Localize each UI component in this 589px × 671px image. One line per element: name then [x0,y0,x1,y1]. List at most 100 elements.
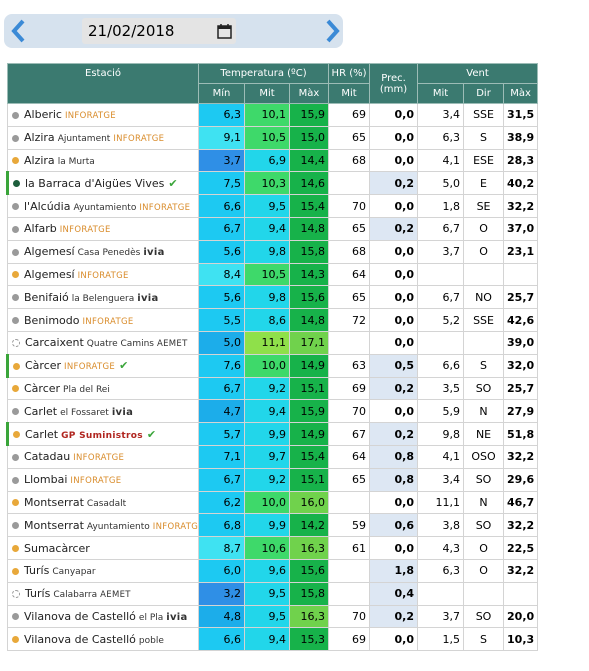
value-cell: O [463,558,505,583]
station-name: Vilanova de Castelló [24,632,136,646]
value-cell: 0,0 [369,285,419,310]
value-cell: 9,8 [417,422,465,446]
header-sub: Mit [244,83,290,104]
status-dot [12,385,19,393]
value-cell: 0,0 [369,490,419,515]
value-cell: 25,7 [503,285,539,310]
value-cell: S [463,125,505,150]
station-cell: Turís Calabarra AEMET [7,581,199,606]
value-cell: 4,1 [417,444,465,469]
station-cell: l'Alcúdia Ayuntamiento INFORATGE [7,194,199,218]
value-cell: 10,3 [503,627,539,652]
value-cell: 10,5 [244,262,290,287]
status-dot [12,613,19,621]
value-cell: 5,2 [417,308,465,332]
value-cell: 0,0 [369,330,419,355]
station-cell: Sumacàrcer [7,536,199,560]
station-row: Montserrat Casadalt 6,2 10,0 16,0 0,0 11,1 N 46,… [7,490,539,515]
value-cell: 9,4 [244,216,290,241]
station-name: Montserrat [24,495,84,509]
station-row: Carlet GP Suministros ✔ 5,7 9,9 14,9 67 0,2 9,8 N… [6,422,539,446]
value-cell: 7,5 [198,171,245,196]
station-cell: Carlet el Fossaret ivia [7,399,199,424]
station-cell: Llombai INFORATGE [7,467,199,492]
station-source: INFORATGE [64,111,116,122]
value-cell: 27,9 [503,399,539,424]
station-row: Benifaió la Belenguera ivia 5,6 9,8 15,6 65 0,0… [7,285,539,310]
check-icon: ✔ [146,427,157,441]
station-name: Llombai [24,473,68,487]
station-name: Algemesí [24,267,75,281]
value-cell: 9,2 [244,376,290,401]
calendar-icon[interactable] [217,23,232,39]
station-source: INFORATGE [77,270,129,281]
value-cell: 10,0 [244,353,290,378]
value-cell: 10,0 [244,490,290,515]
station-row: Carlet el Fossaret ivia 4,7 9,4 15,9 70 0,0 5,9 N… [7,399,539,424]
value-cell: 0,8 [369,467,419,492]
station-source: INFORATGE [152,521,199,532]
station-source: ivia [143,247,165,259]
value-cell: 37,0 [503,216,539,241]
value-cell: 65 [328,285,371,310]
value-cell: 42,6 [503,308,539,332]
value-cell [503,581,539,606]
value-cell: 3,2 [198,581,245,606]
status-dot [12,499,19,507]
value-cell: 0,0 [369,399,419,424]
date-input[interactable]: 21/02/2018 [82,18,236,44]
header-humidity: HR (%) [328,63,371,84]
value-cell: 6,6 [198,194,245,218]
value-cell: 9,9 [244,422,290,446]
station-name: Turís [24,564,50,578]
value-cell: 3,7 [417,604,465,629]
station-table: Estació Temperatura (ºC) HR (%) Prec. (m… [6,63,539,652]
value-cell: 14,3 [288,262,330,287]
station-name: Turís [25,587,51,601]
station-row: Carcaixent Quatre Camins AEMET 5,0 11,1 17,1 0… [7,330,539,355]
value-cell: 0,6 [369,513,419,538]
station-cell: Alfarb INFORATGE [7,216,199,241]
value-cell: 16,3 [288,604,330,629]
value-cell [463,330,505,355]
value-cell: 0,0 [369,308,419,332]
station-name: Carlet [25,427,59,441]
station-source: INFORATGE [73,453,125,464]
value-cell: 17,1 [288,330,330,355]
value-cell: 10,1 [244,103,290,127]
station-row: Vilanova de Castelló el Pla ivia 4,8 9,5 16,3… [7,604,539,629]
header-temperature: Temperatura (ºC) [197,63,330,84]
value-cell: SO [463,376,505,401]
value-cell: 0,8 [369,444,419,469]
station-row: Càrcer INFORATGE ✔ 7,6 10,0 14,9 63 0,5 6,6 S 32,0 [6,353,539,378]
value-cell: 14,8 [288,216,330,241]
value-cell: 9,2 [244,467,290,492]
value-cell: 63 [328,353,371,378]
station-name: Alzira [24,153,55,167]
station-source: INFORATGE [139,202,191,213]
station-row: Alfarb INFORATGE 6,7 9,4 14,8 65 0,2 6,7 O 37,0 [7,216,539,241]
value-cell: 4,3 [417,536,465,560]
value-cell: 69 [328,376,371,401]
station-cell: Vilanova de Castelló poble [7,627,199,652]
value-cell: 8,6 [244,308,290,332]
value-cell: 14,9 [288,353,330,378]
value-cell: 20,0 [503,604,539,629]
value-cell: 9,5 [244,604,290,629]
station-source: ivia [137,292,159,304]
station-cell: MontserratAyuntamientoINFORATGE [7,513,199,538]
status-dot [12,317,19,325]
station-cell: Càrcer Pla del Rei [7,376,199,401]
value-cell: SSE [463,103,505,127]
value-cell: 9,4 [244,399,290,424]
prev-day[interactable] [6,18,32,44]
header-sub: Mín [198,83,245,104]
next-day[interactable] [319,18,345,44]
station-row: l'Alcúdia Ayuntamiento INFORATGE 6,6 9,5 15,4… [7,194,539,218]
value-cell: 15,4 [288,194,330,218]
value-cell: N [463,399,505,424]
value-cell: SO [463,513,505,538]
station-place: poble [138,635,164,646]
value-cell: 0,4 [369,581,419,606]
